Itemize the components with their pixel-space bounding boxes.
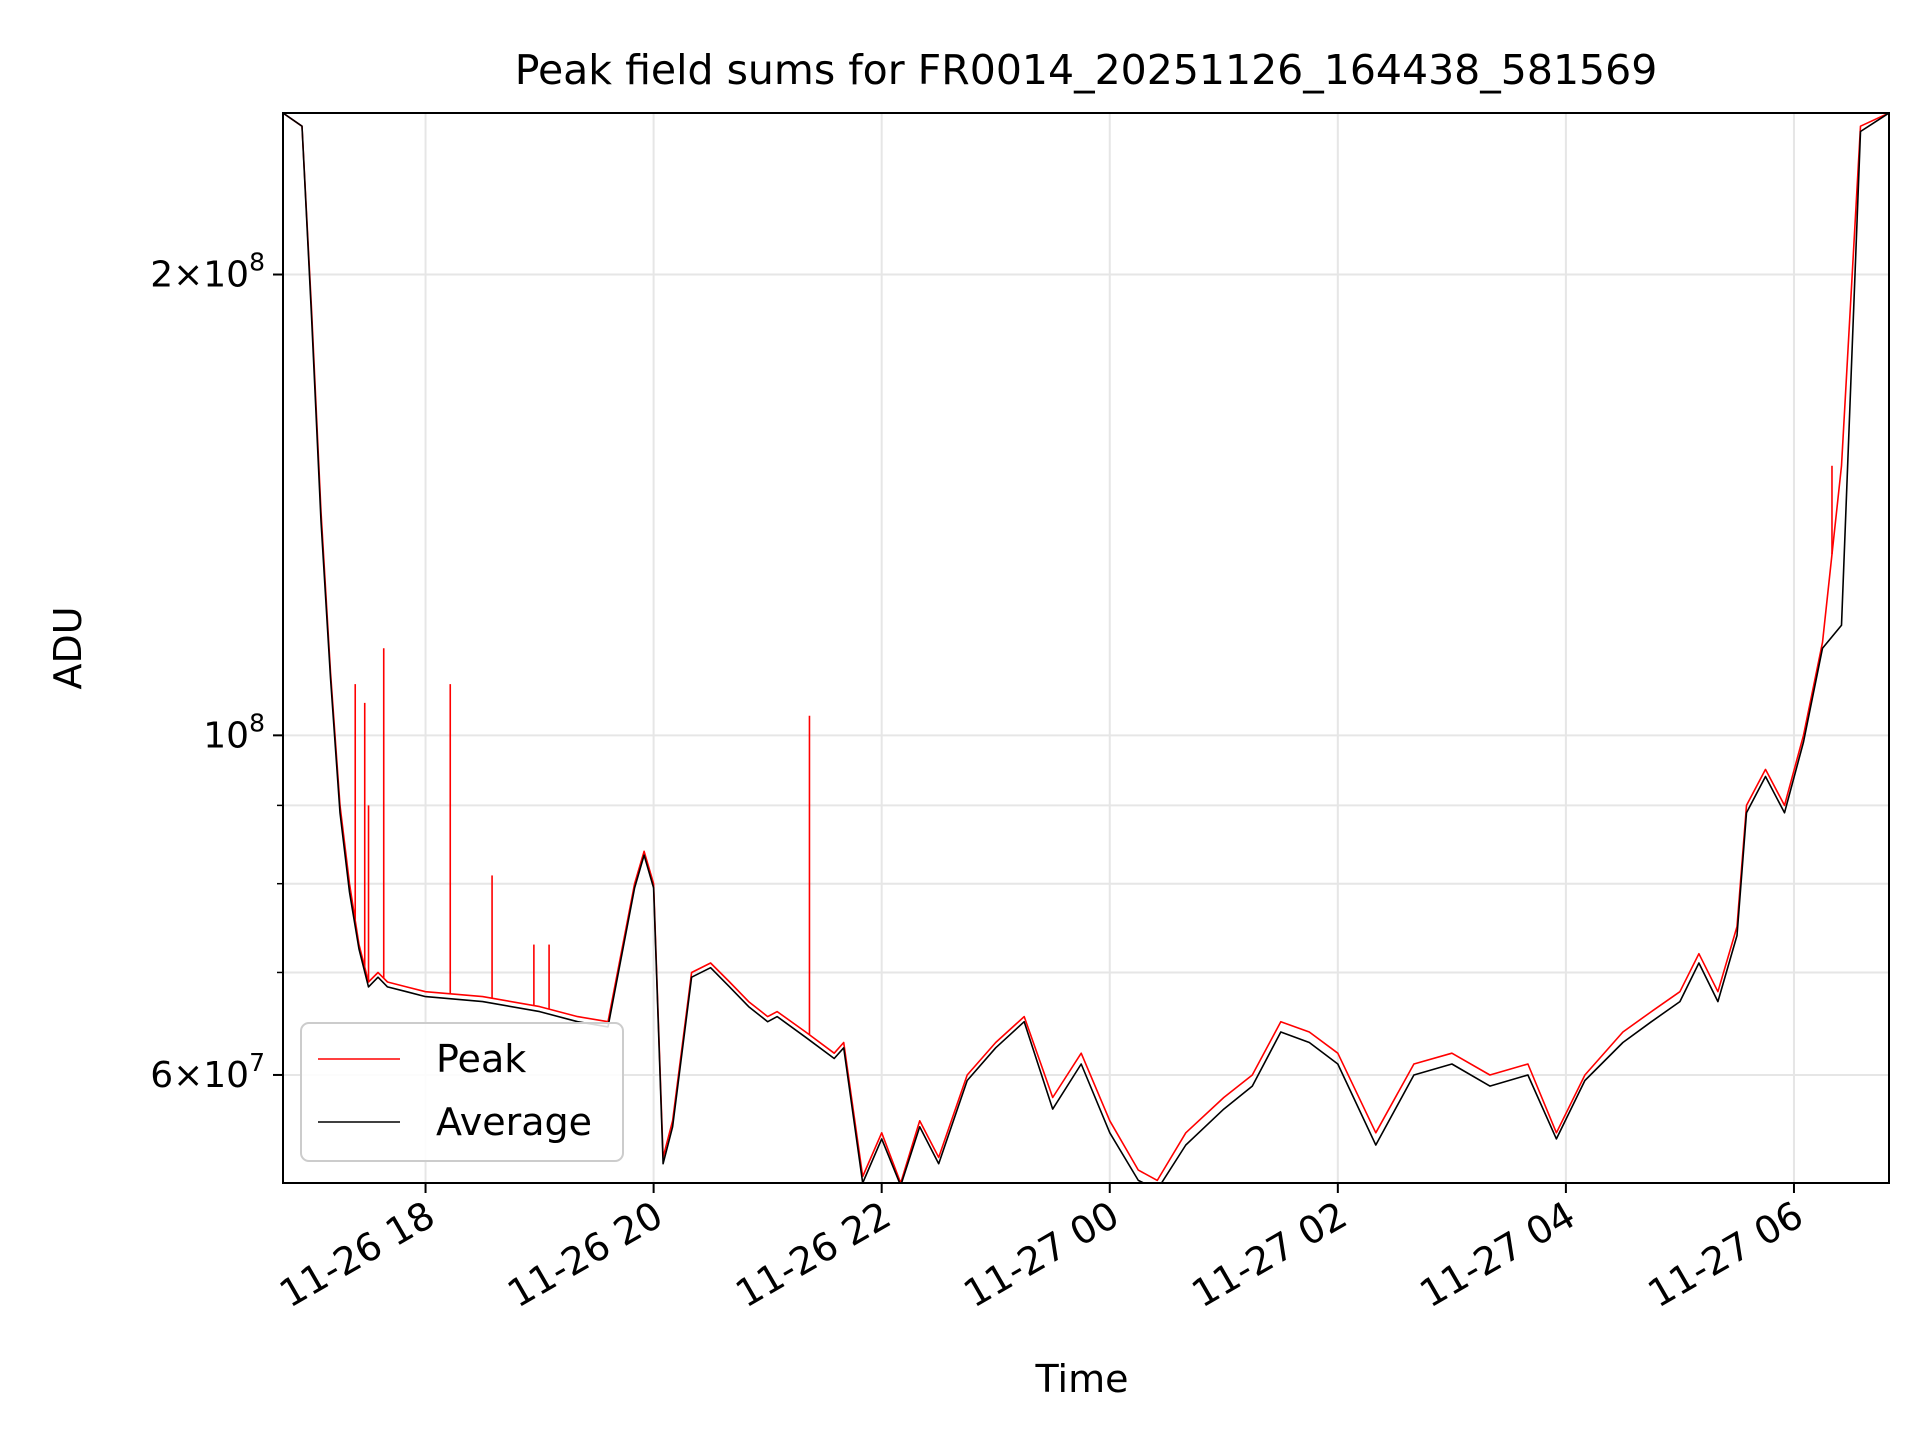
plot-frame (282, 112, 1890, 1184)
series-line-average (283, 113, 1889, 1183)
legend-label-peak: Peak (436, 1037, 526, 1081)
y-tick-label: 108 (203, 708, 265, 756)
legend-label-average: Average (436, 1100, 592, 1144)
chart-title: Peak field sums for FR0014_20251126_1644… (515, 46, 1658, 94)
x-axis-label: Time (1035, 1357, 1129, 1401)
y-tick-label: 2×108 (150, 248, 265, 296)
series-layer (283, 113, 1889, 1183)
legend: Peak Average (300, 1022, 624, 1162)
legend-box (300, 1022, 624, 1162)
series-line-peak (283, 113, 1889, 1183)
y-axis-label: ADU (46, 606, 90, 689)
y-tick-label: 6×107 (150, 1048, 265, 1096)
